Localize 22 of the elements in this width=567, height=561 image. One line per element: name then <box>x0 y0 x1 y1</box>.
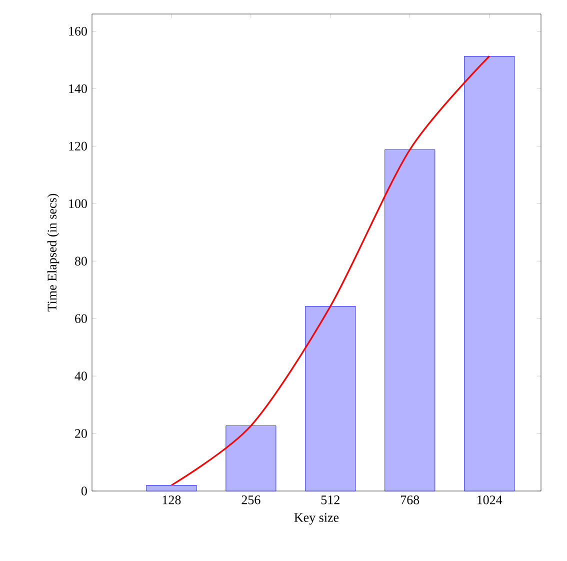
y-tick-label: 20 <box>75 429 87 438</box>
bar <box>384 149 436 492</box>
bar <box>226 426 276 492</box>
y-tick-label: 80 <box>74 256 87 266</box>
x-tick-label: 128 <box>162 496 181 504</box>
line-series <box>170 55 490 486</box>
bar <box>464 56 515 492</box>
y-tick-label: 60 <box>75 314 87 323</box>
y-tick-label: 100 <box>69 199 87 208</box>
x-tick-label: 1024 <box>477 496 502 504</box>
x-tick-label: 256 <box>242 496 260 504</box>
bar <box>305 306 356 492</box>
x-axis-title: Key size <box>294 513 339 525</box>
x-tick-label: 768 <box>400 496 420 504</box>
x-tick-label: 512 <box>321 496 340 504</box>
bar <box>146 485 197 492</box>
y-tick-label: 120 <box>69 142 87 151</box>
y-tick-label: 140 <box>69 84 87 94</box>
y-tick-label: 40 <box>74 372 87 380</box>
y-tick-label: 0 <box>81 486 87 496</box>
y-axis-title: Time Elapsed (in secs) <box>47 194 60 312</box>
y-tick-label: 160 <box>69 26 87 36</box>
